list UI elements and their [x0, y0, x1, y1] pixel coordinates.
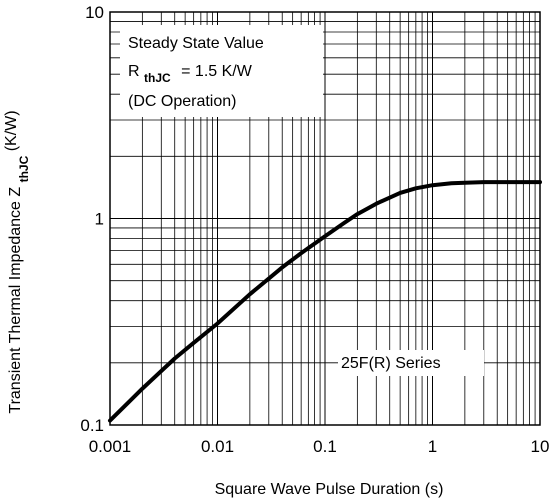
annotation-rthjc: R thJC = 1.5 K/W: [128, 63, 253, 86]
svg-text:Transient Thermal Impedance Z: Transient Thermal Impedance Z thJC (K/W): [3, 110, 32, 413]
annotation-rthjc-main: R: [128, 63, 140, 80]
plot-frame: [109, 11, 541, 426]
annotation-steady-state: Steady State Value: [128, 35, 264, 52]
annotation-dc-operation: (DC Operation): [128, 93, 236, 110]
series-label: 25F(R) Series: [341, 355, 441, 372]
x-tick-label: 10: [531, 437, 550, 456]
annotation-box: [120, 25, 323, 117]
y-axis-title: Transient Thermal Impedance Z thJC (K/W): [3, 110, 32, 413]
plot-border: [109, 11, 541, 426]
series-line: [108, 180, 542, 423]
y-axis-title-main: Transient Thermal Impedance Z: [7, 187, 24, 414]
x-tick-label: 0.001: [89, 437, 132, 456]
y-tick-label: 1: [95, 210, 104, 229]
x-axis-title: Square Wave Pulse Duration (s): [215, 481, 444, 498]
y-tick-label: 10: [85, 3, 104, 22]
x-tick-label: 0.1: [313, 437, 337, 456]
x-tick-label: 1: [428, 437, 437, 456]
series-label-box: [338, 350, 484, 376]
x-tick-label: 0.01: [201, 437, 234, 456]
y-axis-title-unit: (K/W): [3, 110, 20, 151]
x-tick-labels: 0.001 0.01 0.1 1 10: [89, 437, 550, 456]
y-tick-labels: 0.1 1 10: [80, 3, 104, 435]
annotation-rthjc-value: = 1.5 K/W: [181, 63, 253, 80]
annotation-rthjc-sub: thJC: [144, 71, 171, 85]
y-tick-label: 0.1: [80, 416, 104, 435]
y-axis-title-sub: thJC: [17, 155, 31, 182]
series-group: [108, 180, 542, 423]
